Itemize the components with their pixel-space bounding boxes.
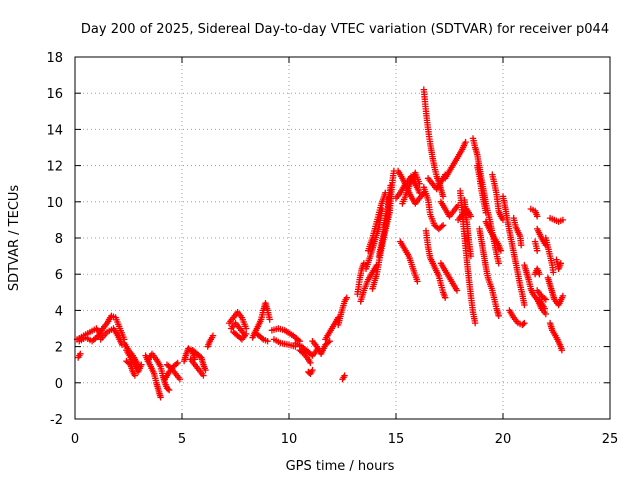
data-point	[536, 271, 543, 278]
data-point	[138, 361, 145, 368]
data-point	[559, 216, 567, 224]
data-point	[520, 320, 527, 328]
data-point	[482, 209, 490, 216]
chart-title: Day 200 of 2025, Sidereal Day-to-day VTE…	[81, 22, 609, 37]
data-point	[131, 372, 139, 379]
y-tick-label: 18	[46, 51, 63, 66]
y-tick-label: 2	[55, 341, 63, 356]
data-point	[495, 312, 502, 319]
data-points	[73, 86, 567, 401]
data-point	[439, 193, 447, 200]
x-tick-label: 0	[71, 432, 79, 447]
x-axis-label: GPS time / hours	[286, 459, 395, 474]
data-point	[453, 287, 461, 294]
data-point	[200, 372, 207, 379]
data-point	[157, 394, 164, 401]
data-point	[442, 294, 449, 301]
data-point	[462, 138, 469, 146]
data-point	[166, 386, 173, 394]
data-point	[557, 260, 564, 267]
data-point	[307, 359, 314, 367]
data-point	[266, 316, 273, 323]
data-point	[326, 338, 333, 345]
data-point	[174, 359, 181, 367]
x-tick-label: 15	[388, 432, 405, 447]
data-point	[341, 372, 348, 379]
data-point	[559, 292, 567, 300]
data-point	[497, 247, 505, 254]
x-tick-label: 10	[281, 432, 298, 447]
y-tick-label: 8	[55, 232, 63, 247]
data-point	[416, 180, 423, 187]
data-point	[243, 330, 250, 338]
y-tick-label: 16	[46, 87, 63, 102]
data-point	[438, 223, 445, 230]
data-point	[439, 222, 447, 229]
data-point	[542, 310, 549, 318]
data-point	[467, 252, 475, 260]
y-tick-label: 6	[55, 268, 63, 283]
data-point	[495, 260, 502, 267]
data-point	[264, 338, 271, 345]
data-point	[343, 294, 350, 301]
data-point	[414, 278, 421, 285]
data-point	[472, 319, 479, 327]
data-point	[541, 305, 548, 312]
y-tick-label: 4	[55, 304, 63, 319]
data-point	[173, 360, 180, 368]
data-point	[164, 385, 172, 393]
data-point	[243, 325, 250, 332]
data-point	[558, 347, 565, 354]
y-tick-label: -2	[50, 413, 63, 428]
data-point	[534, 213, 541, 220]
data-point	[176, 376, 184, 383]
data-point	[77, 350, 84, 357]
data-point	[542, 296, 549, 303]
data-point	[521, 301, 528, 309]
data-point	[202, 366, 209, 374]
grid	[75, 57, 610, 419]
x-tick-label: 25	[602, 432, 619, 447]
data-point	[534, 247, 541, 254]
data-point	[258, 335, 266, 342]
x-tick-label: 20	[495, 432, 512, 447]
data-point	[387, 182, 394, 189]
data-point	[166, 363, 174, 371]
y-axis-label: SDTVAR / TECUs	[7, 185, 22, 292]
data-point	[467, 213, 475, 220]
x-tick-label: 5	[178, 432, 186, 447]
data-point	[518, 242, 525, 249]
data-point	[541, 295, 548, 302]
data-point	[299, 349, 306, 356]
data-point	[521, 319, 528, 327]
data-point	[550, 269, 557, 276]
axis-ticks: 0 5 10 15 20 25 -2 0 2 4 6 8 10 12 14 16 18	[46, 51, 618, 447]
y-tick-label: 14	[46, 123, 63, 138]
y-tick-label: 12	[46, 160, 63, 175]
y-tick-label: 0	[55, 377, 63, 392]
y-tick-label: 10	[46, 196, 63, 211]
data-point	[360, 260, 368, 267]
data-point	[209, 332, 217, 339]
data-point	[309, 366, 316, 374]
